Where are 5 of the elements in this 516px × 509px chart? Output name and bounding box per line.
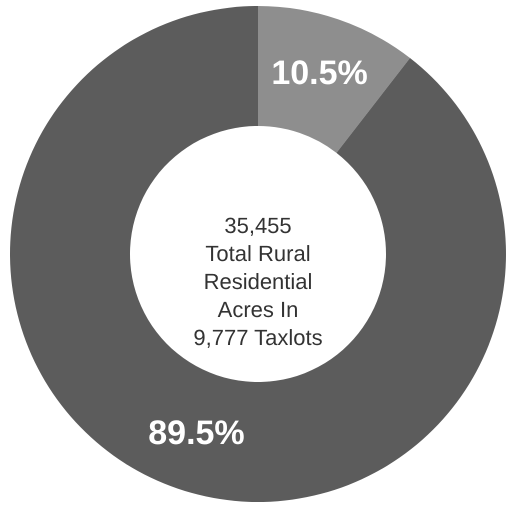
donut-slice	[10, 6, 506, 502]
donut-slice	[258, 6, 410, 153]
text: 35,455 Total Rural Residential Acres In 9,777 Taxlots	[193, 213, 323, 350]
data-label: 89.5%	[148, 414, 245, 452]
data-label: 10.5%	[271, 54, 368, 92]
